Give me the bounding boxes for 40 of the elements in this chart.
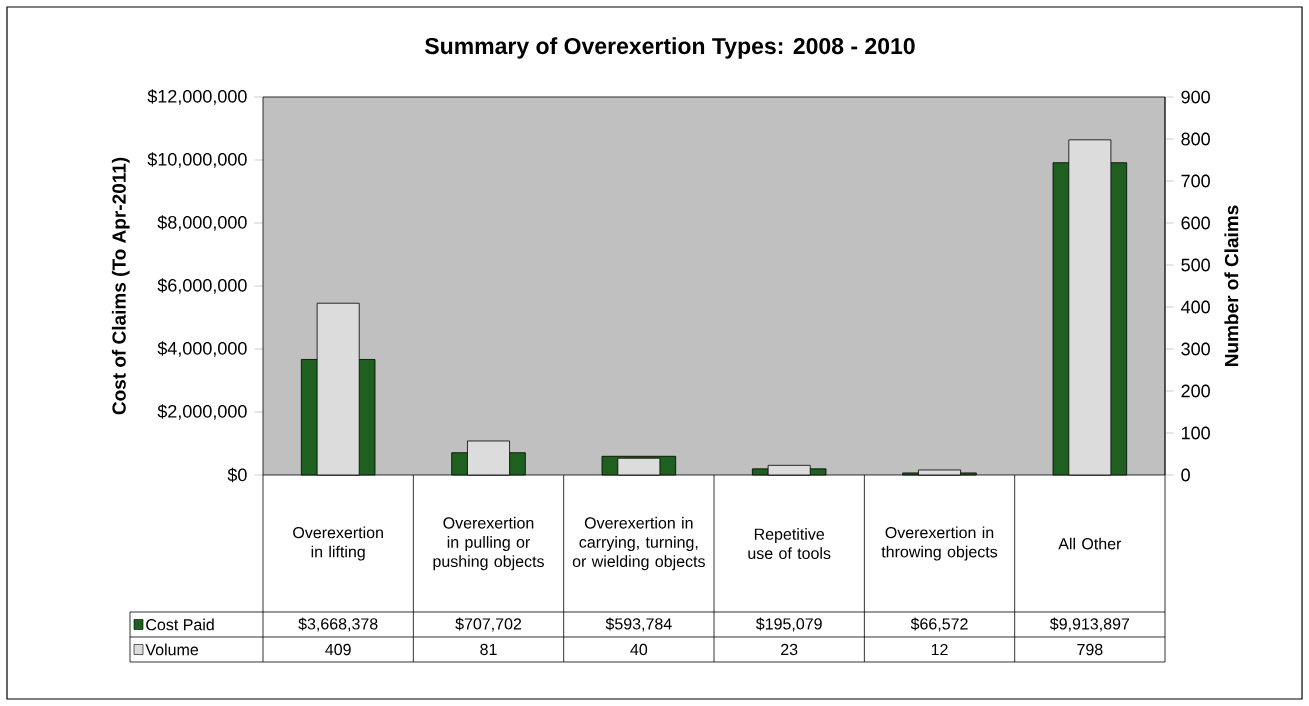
y2-tick-label: 700 (1181, 174, 1210, 188)
y2-tick-label: 600 (1181, 216, 1210, 230)
y2-tick-label: 800 (1181, 132, 1210, 146)
y-tick-label: $4,000,000 (157, 341, 247, 357)
y-tick-label: $2,000,000 (157, 404, 247, 420)
data-label: $9,913,897 (1049, 617, 1130, 632)
data-label: 798 (1077, 643, 1103, 656)
y2-tick-label: 100 (1182, 426, 1210, 440)
x-tick-label: Overexertion in lifting (293, 526, 383, 561)
legend-label: Volume (145, 643, 199, 656)
y2-tick-label: 500 (1181, 258, 1210, 272)
data-label: 409 (325, 643, 351, 656)
data-label: $707,702 (455, 617, 522, 632)
y2-tick-label: 0 (1181, 468, 1190, 482)
y2-tick-label: 300 (1181, 342, 1210, 356)
x-tick-label: Overexertion in carrying, turning, or wielding objects (572, 516, 705, 571)
data-label: $195,079 (755, 617, 822, 632)
y-tick-label: $12,000,000 (147, 89, 247, 105)
y2-tick-label: 200 (1181, 384, 1210, 398)
y-tick-label: $10,000,000 (147, 152, 247, 168)
data-label: $66,572 (910, 617, 968, 632)
y-axis-title: Cost of Claims (To Apr-2011) (111, 157, 130, 415)
data-label: 12 (931, 643, 948, 656)
data-label: $3,668,378 (298, 617, 378, 632)
data-label: 23 (781, 643, 798, 656)
x-tick-label: Overexertion in throwing objects (881, 526, 998, 561)
x-tick-label: Repetitive use of tools (748, 528, 831, 560)
data-label: 40 (630, 643, 648, 656)
y2-axis-title: Number of Claims (1224, 205, 1239, 367)
data-label: $593,784 (605, 617, 672, 632)
legend-label: Cost Paid (146, 618, 214, 631)
y-tick-label: $0 (227, 467, 247, 483)
x-tick-label: All Other (1058, 537, 1122, 550)
y2-tick-label: 400 (1181, 300, 1210, 314)
chart-title: Summary of Overexertion Types: 2008 - 2010 (425, 37, 915, 59)
x-tick-label: Overexertion in pulling or pushing objects (433, 516, 544, 571)
y-tick-label: $8,000,000 (157, 215, 247, 231)
y-tick-label: $6,000,000 (157, 278, 247, 294)
data-label: 81 (480, 643, 497, 656)
y2-tick-label: 900 (1181, 90, 1210, 104)
